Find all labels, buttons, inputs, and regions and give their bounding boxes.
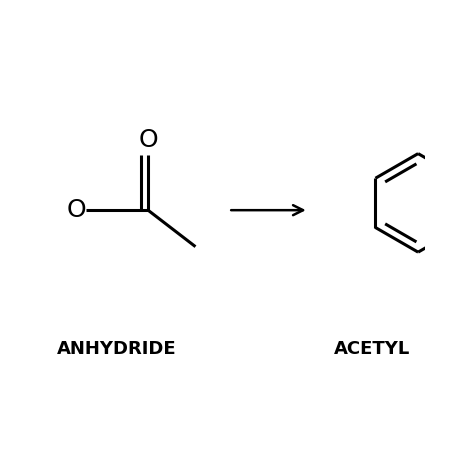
- Text: ACETYL: ACETYL: [334, 340, 410, 358]
- Text: ANHYDRIDE: ANHYDRIDE: [57, 340, 176, 358]
- Text: O: O: [67, 198, 87, 222]
- Text: O: O: [138, 128, 158, 152]
